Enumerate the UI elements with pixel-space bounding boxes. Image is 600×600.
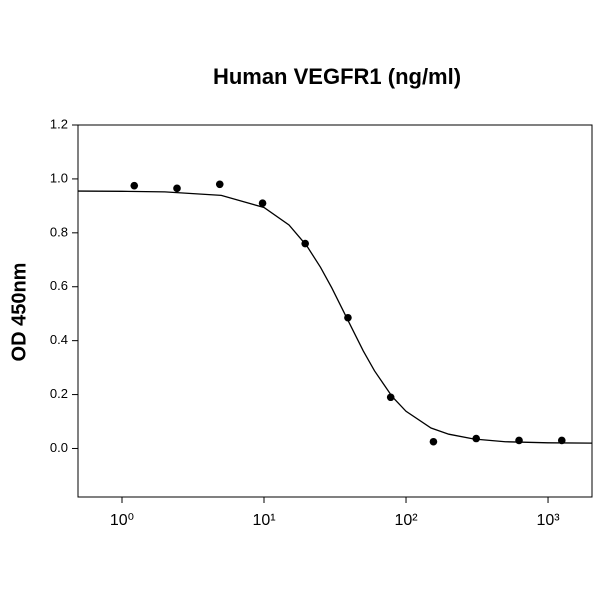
y-tick-label: 0.6	[50, 278, 68, 293]
y-tick-label: 1.0	[50, 170, 68, 185]
data-point	[130, 181, 139, 190]
y-axis-label: OD 450nm	[8, 263, 30, 362]
y-tick-label: 0.4	[50, 332, 68, 347]
fit-curve	[77, 190, 593, 444]
y-tick-label: 0.0	[50, 440, 68, 455]
x-tick-label: 10³	[536, 512, 560, 529]
y-tick-label: 0.2	[50, 386, 68, 401]
data-point	[557, 436, 566, 445]
data-point	[429, 437, 438, 446]
x-tick-label: 10¹	[252, 512, 275, 529]
x-tick-label: 10²	[394, 512, 418, 529]
y-tick-label: 1.2	[50, 116, 68, 131]
y-tick-label: 0.8	[50, 224, 68, 239]
data-point	[515, 436, 523, 445]
data-point	[344, 313, 352, 322]
data-point	[258, 199, 267, 207]
x-tick-label: 10⁰	[110, 512, 134, 529]
chart-title: Human VEGFR1 (ng/ml)	[213, 64, 461, 89]
plot-frame	[77, 124, 593, 498]
data-point	[386, 393, 395, 402]
data-point	[301, 239, 309, 248]
data-point	[472, 434, 480, 443]
data-point	[173, 184, 181, 193]
data-point	[215, 180, 224, 189]
